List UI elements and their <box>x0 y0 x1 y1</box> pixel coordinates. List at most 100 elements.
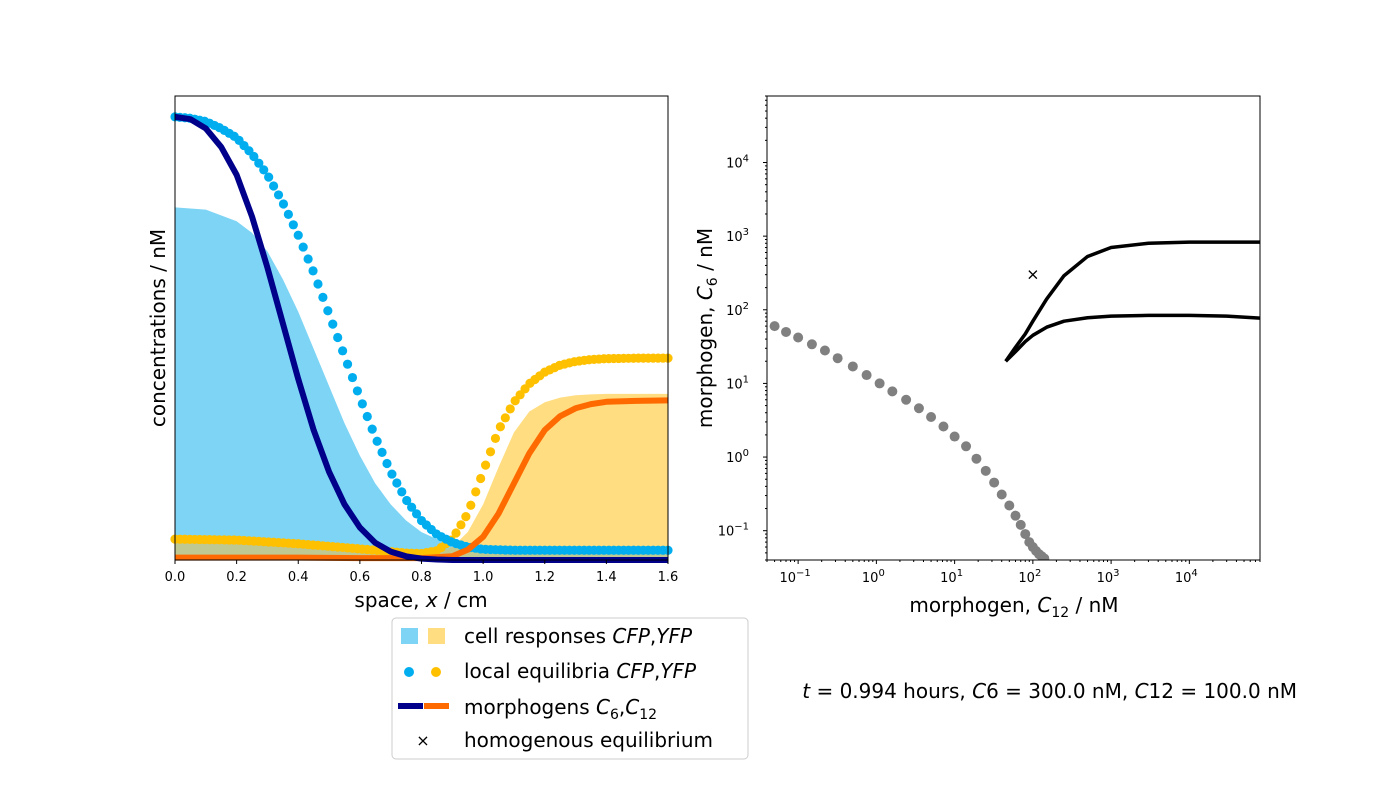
legend-text-homogeneous-equilibrium: homogenous equilibrium <box>464 728 713 752</box>
x-tick-label: 100 <box>862 568 885 586</box>
x-tick-label: 102 <box>1018 568 1041 586</box>
boundary-point <box>781 326 792 337</box>
left-x-axis-label: space, x / cm <box>354 588 487 612</box>
boundary-point <box>1015 519 1026 530</box>
cfp-equilibrium-point <box>254 158 264 168</box>
right-x-ticks: 10−1 100 101 102 103 104 <box>766 560 1261 586</box>
boundary-point <box>1039 553 1050 560</box>
legend-item-morphogens: morphogens C6,C12 <box>398 695 657 723</box>
cfp-equilibrium-point <box>288 220 298 230</box>
yfp-equilibrium-point <box>480 460 491 470</box>
legend-text-morphogens: morphogens C6,C12 <box>464 695 657 723</box>
cfp-equilibrium-point <box>308 266 318 276</box>
cfp-equilibrium-point <box>377 447 387 457</box>
x-tick-label: 103 <box>1097 568 1120 586</box>
boundary-point <box>901 394 912 405</box>
cfp-equilibrium-point <box>367 424 377 434</box>
boundary-point <box>996 489 1007 500</box>
homogeneous-equilibrium-marker <box>1028 270 1038 280</box>
cfp-equilibrium-point <box>382 458 392 469</box>
cfp-equilibrium-point <box>293 230 303 240</box>
c12-morphogen-line <box>175 397 669 562</box>
cfp-response-swatch <box>401 628 418 644</box>
boundary-point <box>961 441 972 452</box>
cfp-equilibrium-point <box>402 495 412 506</box>
x-tick-label: 1.2 <box>534 570 555 585</box>
left-x-ticks: 0.0 0.2 0.4 0.6 0.8 1.0 1.2 1.4 1.6 <box>165 560 679 585</box>
x-tick-label: 0.4 <box>288 570 309 585</box>
x-tick-label: 1.0 <box>473 570 494 585</box>
left-y-axis-label: concentrations / nM <box>146 229 170 427</box>
trajectory-line <box>1004 240 1260 363</box>
legend: cell responses CFP,YFP local equilibria … <box>391 617 749 760</box>
boundary-point <box>949 431 960 442</box>
yfp-equilibrium-point <box>490 433 501 444</box>
x-tick-label: 104 <box>1175 568 1198 586</box>
cfp-equilibrium-point <box>264 172 274 182</box>
cfp-equilibrium-point <box>357 399 367 409</box>
yfp-equilibrium-swatch <box>431 667 441 677</box>
cfp-equilibrium-point <box>347 372 358 383</box>
cfp-equilibrium-point <box>273 190 284 200</box>
yfp-equilibrium-point <box>485 447 496 457</box>
right-axes-frame <box>766 95 1261 561</box>
boundary-point <box>971 453 982 464</box>
boundary-point <box>980 465 991 476</box>
cfp-equilibrium-point <box>278 199 289 209</box>
cfp-equilibrium-point <box>392 478 402 488</box>
yfp-equilibrium-point <box>466 500 476 510</box>
cfp-equilibrium-point <box>397 487 407 497</box>
cfp-equilibrium-point <box>283 209 293 220</box>
yfp-equilibrium-point <box>495 422 505 432</box>
y-tick-label: 102 <box>726 301 749 319</box>
legend-item-cell-responses: cell responses CFP,YFP <box>401 624 693 648</box>
boundary-point <box>847 361 858 372</box>
cfp-equilibrium-point <box>313 279 323 289</box>
trajectory-line <box>1004 313 1260 363</box>
right-y-ticks: 10−1 100 101 102 103 104 <box>718 95 767 561</box>
boundary-point <box>793 332 804 343</box>
time-concentration-annotation: t = 0.994 hours, C6 = 300.0 nM, C12 = 10… <box>802 679 1297 703</box>
right-x-axis-label: morphogen, C12 / nM <box>909 593 1118 621</box>
cfp-equilibrium-point <box>323 306 333 316</box>
x-tick-label: 101 <box>940 568 963 586</box>
right-y-axis-label: morphogen, C6 / nM <box>693 228 721 428</box>
cfp-equilibrium-point <box>298 242 308 252</box>
cfp-equilibrium-point <box>372 436 382 446</box>
yfp-equilibrium-point <box>505 404 515 414</box>
x-tick-label: 0.8 <box>411 570 432 585</box>
boundary-point <box>769 321 780 332</box>
x-tick-label: 1.6 <box>658 570 679 585</box>
x-tick-label: 10−1 <box>779 568 810 586</box>
y-tick-label: 103 <box>726 227 749 245</box>
cfp-equilibrium-point <box>407 502 417 512</box>
cfp-equilibrium-point <box>411 509 422 519</box>
legend-text-cell-responses: cell responses CFP,YFP <box>464 624 693 648</box>
legend-item-local-equilibria: local equilibria CFP,YFP <box>404 659 697 683</box>
cfp-equilibrium-point <box>342 359 353 369</box>
cross-marker-icon: × <box>416 731 429 750</box>
x-tick-label: 1.4 <box>596 570 617 585</box>
boundary-point <box>832 353 843 364</box>
boundary-point <box>1020 529 1031 540</box>
yfp-equilibrium-point <box>451 528 461 538</box>
x-tick-label: 0.0 <box>165 570 186 585</box>
boundary-point <box>806 339 817 350</box>
y-tick-label: 10−1 <box>718 522 749 540</box>
cfp-equilibrium-swatch <box>404 667 414 677</box>
boundary-point <box>926 411 937 422</box>
boundary-point <box>938 421 949 432</box>
yfp-equilibrium-point <box>456 520 466 530</box>
cfp-equilibrium-point <box>269 181 279 191</box>
yfp-response-swatch <box>428 628 445 644</box>
y-tick-label: 101 <box>726 374 749 392</box>
y-tick-label: 104 <box>726 154 749 172</box>
boundary-point <box>1010 510 1021 521</box>
boundary-point <box>1004 500 1015 511</box>
cfp-equilibrium-point <box>249 151 259 162</box>
boundary-point <box>819 345 830 356</box>
x-tick-label: 0.2 <box>226 570 247 585</box>
cfp-equilibrium-point <box>318 292 328 302</box>
right-chart: 10−1 100 101 102 103 104 10−1100101102103104 … <box>693 95 1261 621</box>
